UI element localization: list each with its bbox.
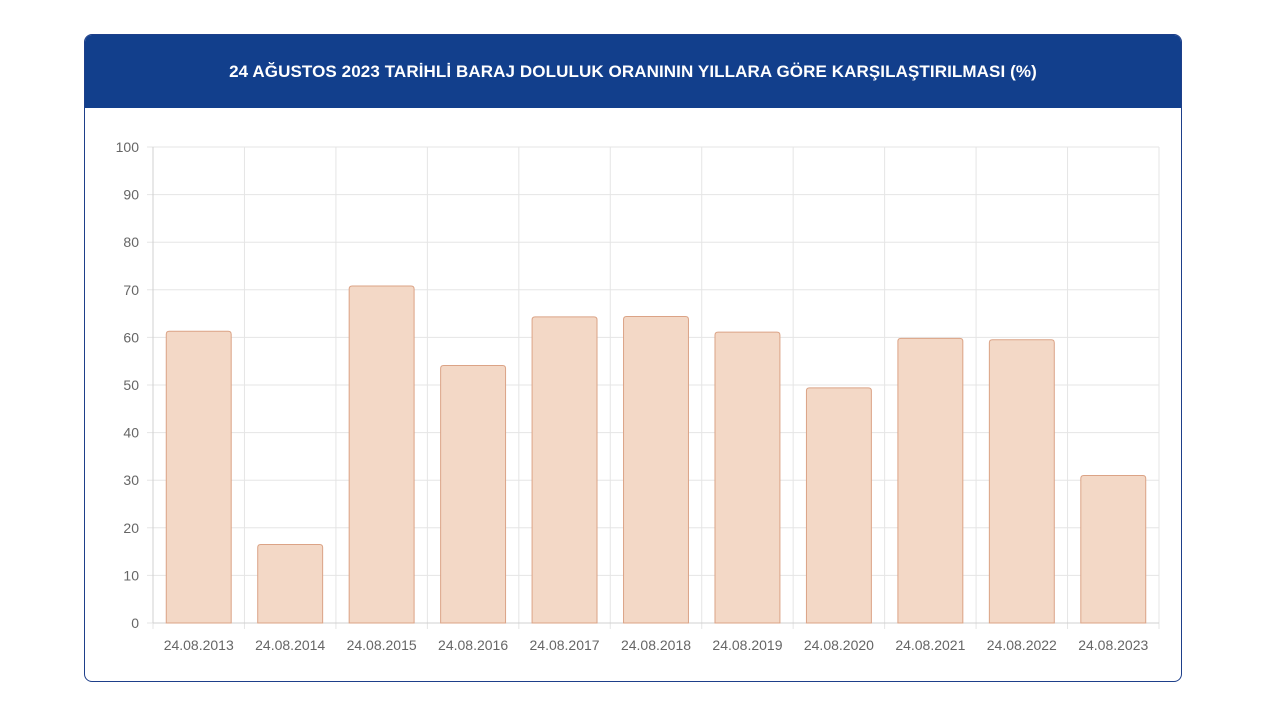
x-tick-label: 24.08.2022 (987, 637, 1057, 653)
x-tick-label: 24.08.2020 (804, 637, 874, 653)
x-tick-label: 24.08.2015 (347, 637, 417, 653)
chart-area: 0 10 20 30 40 50 60 70 80 90 100 24.08.2013 24.08.20… (85, 108, 1181, 681)
y-tick-label: 50 (123, 377, 139, 393)
chart-card: 24 AĞUSTOS 2023 TARİHLİ BARAJ DOLULUK OR… (84, 34, 1182, 682)
x-tick-label: 24.08.2019 (712, 637, 782, 653)
x-tick-label: 24.08.2017 (530, 637, 600, 653)
bar-chart: 0 10 20 30 40 50 60 70 80 90 100 24.08.2013 24.08.20… (116, 139, 1160, 653)
bar-24.08.2021 (897, 337, 964, 624)
y-tick-label: 10 (123, 567, 139, 583)
y-tick-label: 0 (131, 615, 139, 631)
y-tick-label: 40 (123, 425, 139, 441)
y-tick-label: 20 (123, 520, 139, 536)
y-tick-label: 100 (116, 139, 140, 155)
bar-24.08.2022 (988, 339, 1055, 624)
y-tick-label: 90 (123, 187, 139, 203)
bar-24.08.2014 (257, 543, 324, 624)
chart-header: 24 AĞUSTOS 2023 TARİHLİ BARAJ DOLULUK OR… (85, 35, 1181, 108)
bar-24.08.2020 (805, 387, 872, 624)
x-tick-label: 24.08.2013 (164, 637, 234, 653)
bar-24.08.2019 (714, 331, 781, 624)
chart-title: 24 AĞUSTOS 2023 TARİHLİ BARAJ DOLULUK OR… (229, 61, 1037, 81)
y-tick-label: 70 (123, 282, 139, 298)
bar-24.08.2023 (1080, 474, 1147, 624)
x-tick-label: 24.08.2021 (895, 637, 965, 653)
bar-24.08.2016 (440, 364, 507, 624)
x-tick-label: 24.08.2018 (621, 637, 691, 653)
y-tick-label: 30 (123, 472, 139, 488)
x-tick-label: 24.08.2016 (438, 637, 508, 653)
bar-24.08.2015 (348, 285, 415, 624)
bar-24.08.2017 (531, 316, 598, 624)
y-tick-label: 80 (123, 234, 139, 250)
x-tick-label: 24.08.2023 (1078, 637, 1148, 653)
x-tick-label: 24.08.2014 (255, 637, 325, 653)
bar-24.08.2013 (165, 330, 232, 624)
y-tick-label: 60 (123, 329, 139, 345)
bar-24.08.2018 (623, 315, 689, 624)
